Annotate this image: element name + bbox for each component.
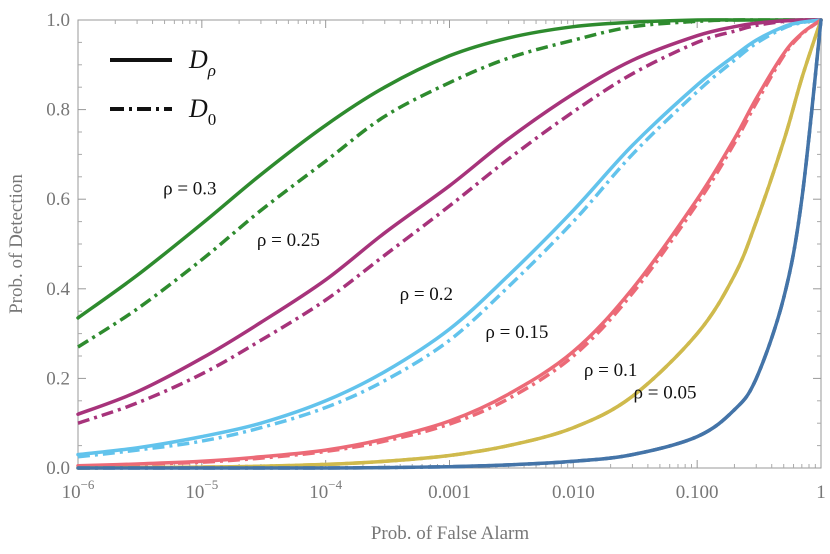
x-tick-exponent: −6 — [81, 477, 95, 492]
x-tick-label: 0.010 — [552, 482, 595, 503]
legend-subscript: 0 — [208, 110, 217, 129]
plot-frame — [77, 19, 822, 469]
curve-label: ρ = 0.3 — [163, 179, 216, 200]
x-tick-exponent: −4 — [328, 477, 342, 492]
x-tick-label: 10−4 — [309, 477, 342, 503]
legend-label: Dρ — [188, 45, 216, 80]
curve-d0-rho-02 — [77, 18, 822, 459]
y-tick-label: 0.2 — [46, 368, 70, 389]
legend-label: D0 — [188, 94, 216, 129]
curve-label: ρ = 0.2 — [400, 284, 453, 305]
curve-label: ρ = 0.1 — [584, 360, 637, 381]
x-tick-label: 0.100 — [676, 482, 719, 503]
curve-drho-rho-005 — [76, 18, 823, 470]
y-tick-label: 0.0 — [46, 458, 70, 479]
x-tick-exponent: −5 — [204, 477, 218, 492]
curve-drho-rho-025 — [76, 18, 823, 416]
y-tick-label: 0.4 — [46, 279, 70, 300]
y-tick-label: 0.6 — [46, 189, 70, 210]
curve-label: ρ = 0.25 — [257, 230, 320, 251]
curve-d0-rho-005 — [78, 19, 823, 470]
curve-drho-rho-01 — [76, 18, 823, 470]
x-tick-label: 10−5 — [185, 477, 218, 503]
curve-drho-rho-015 — [76, 18, 823, 468]
legend: Dρ D0 — [110, 45, 216, 129]
curve-d0-rho-025 — [77, 18, 822, 425]
y-tick-label: 0.8 — [46, 100, 70, 121]
axis-ticks: 10−6 10−5 10−4 0.001 0.010 0.100 1 0.0 0.2 0.4 0.6… — [46, 10, 826, 503]
y-tick-label: 1.0 — [46, 10, 70, 31]
curve-d0-rho-015 — [77, 18, 823, 468]
x-tick-label: 1 — [816, 482, 826, 503]
x-tick-label: 0.001 — [428, 482, 471, 503]
x-tick-label: 10−6 — [62, 477, 95, 503]
curve-labels: ρ = 0.3 ρ = 0.25 ρ = 0.2 ρ = 0.15 ρ = 0.1ρ =… — [163, 179, 696, 404]
curve-drho-rho-03 — [76, 18, 823, 320]
legend-subscript: ρ — [207, 61, 216, 80]
curve-label: ρ = 0.05 — [634, 383, 697, 404]
curve-label: ρ = 0.15 — [485, 322, 548, 343]
y-axis-title: Prob. of Detection — [6, 174, 27, 314]
curve-d0-rho-01 — [77, 19, 823, 470]
curves — [76, 18, 823, 470]
curve-drho-rho-02 — [76, 18, 823, 457]
x-axis-title: Prob. of False Alarm — [371, 523, 530, 544]
